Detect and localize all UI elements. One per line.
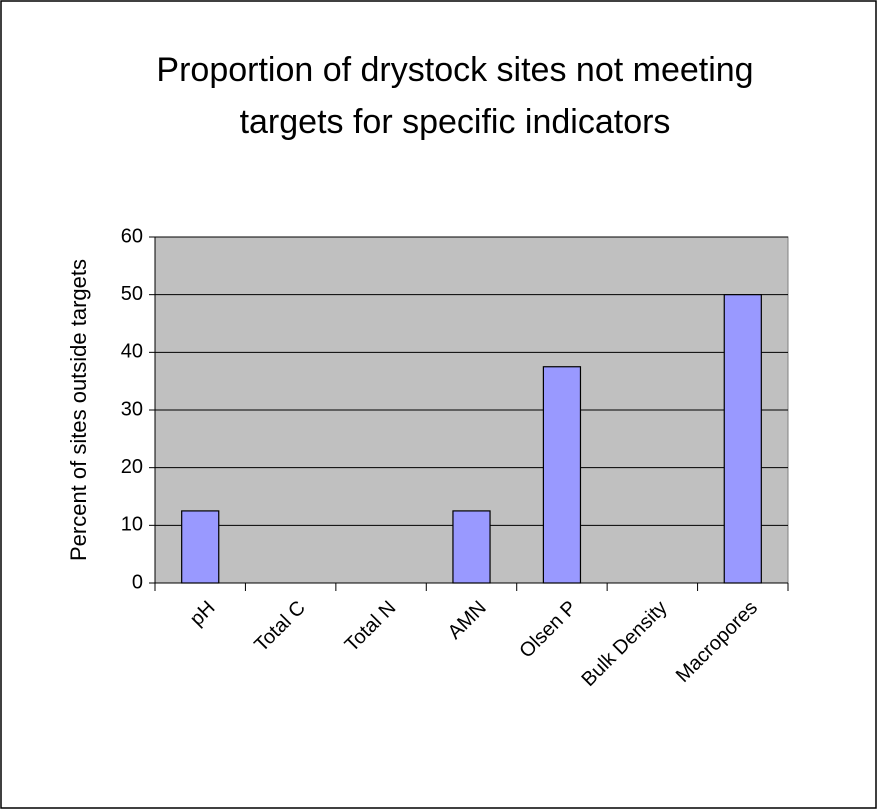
y-tick-label: 60 xyxy=(121,225,143,247)
chart-title: Proportion of drystock sites not meeting… xyxy=(156,51,754,141)
y-tick-label: 50 xyxy=(121,283,143,305)
y-tick-label: 40 xyxy=(121,341,143,363)
y-tick-label: 30 xyxy=(121,398,143,420)
bar xyxy=(542,366,582,584)
bar xyxy=(452,510,491,584)
y-tick-label: 0 xyxy=(132,571,143,593)
y-tick-label: 20 xyxy=(121,456,143,478)
y-tick-label: 10 xyxy=(121,514,143,536)
bar xyxy=(181,510,220,584)
y-axis-label: Percent of sites outside targets xyxy=(66,259,91,561)
bar xyxy=(723,294,762,584)
